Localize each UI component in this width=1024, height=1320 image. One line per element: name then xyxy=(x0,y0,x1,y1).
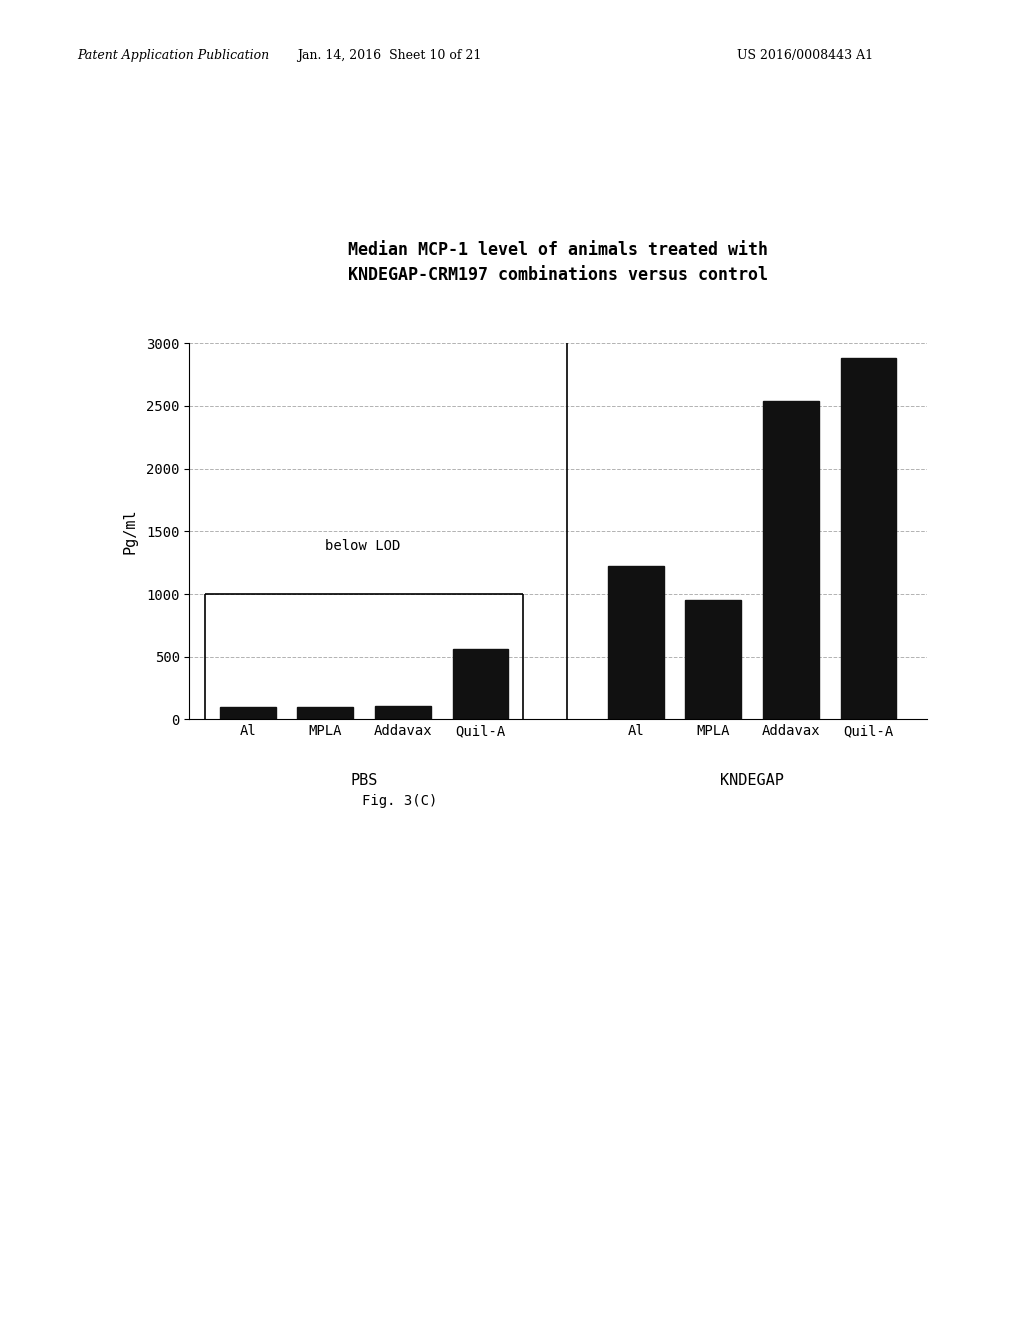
Bar xyxy=(608,566,664,719)
Bar xyxy=(375,706,431,719)
Text: below LOD: below LOD xyxy=(326,540,400,553)
Text: Patent Application Publication: Patent Application Publication xyxy=(77,49,269,62)
Text: Fig. 3(C): Fig. 3(C) xyxy=(361,795,437,808)
Bar xyxy=(763,401,819,719)
Bar xyxy=(220,708,275,719)
Bar xyxy=(685,601,741,719)
Text: Median MCP-1 level of animals treated with
KNDEGAP-CRM197 combinations versus co: Median MCP-1 level of animals treated wi… xyxy=(348,240,768,284)
Text: Jan. 14, 2016  Sheet 10 of 21: Jan. 14, 2016 Sheet 10 of 21 xyxy=(297,49,481,62)
Text: KNDEGAP: KNDEGAP xyxy=(720,774,784,788)
Bar xyxy=(453,649,508,719)
Text: PBS: PBS xyxy=(350,774,378,788)
Y-axis label: Pg/ml: Pg/ml xyxy=(123,508,138,554)
Bar xyxy=(297,708,353,719)
Bar xyxy=(841,358,896,719)
Text: US 2016/0008443 A1: US 2016/0008443 A1 xyxy=(737,49,873,62)
